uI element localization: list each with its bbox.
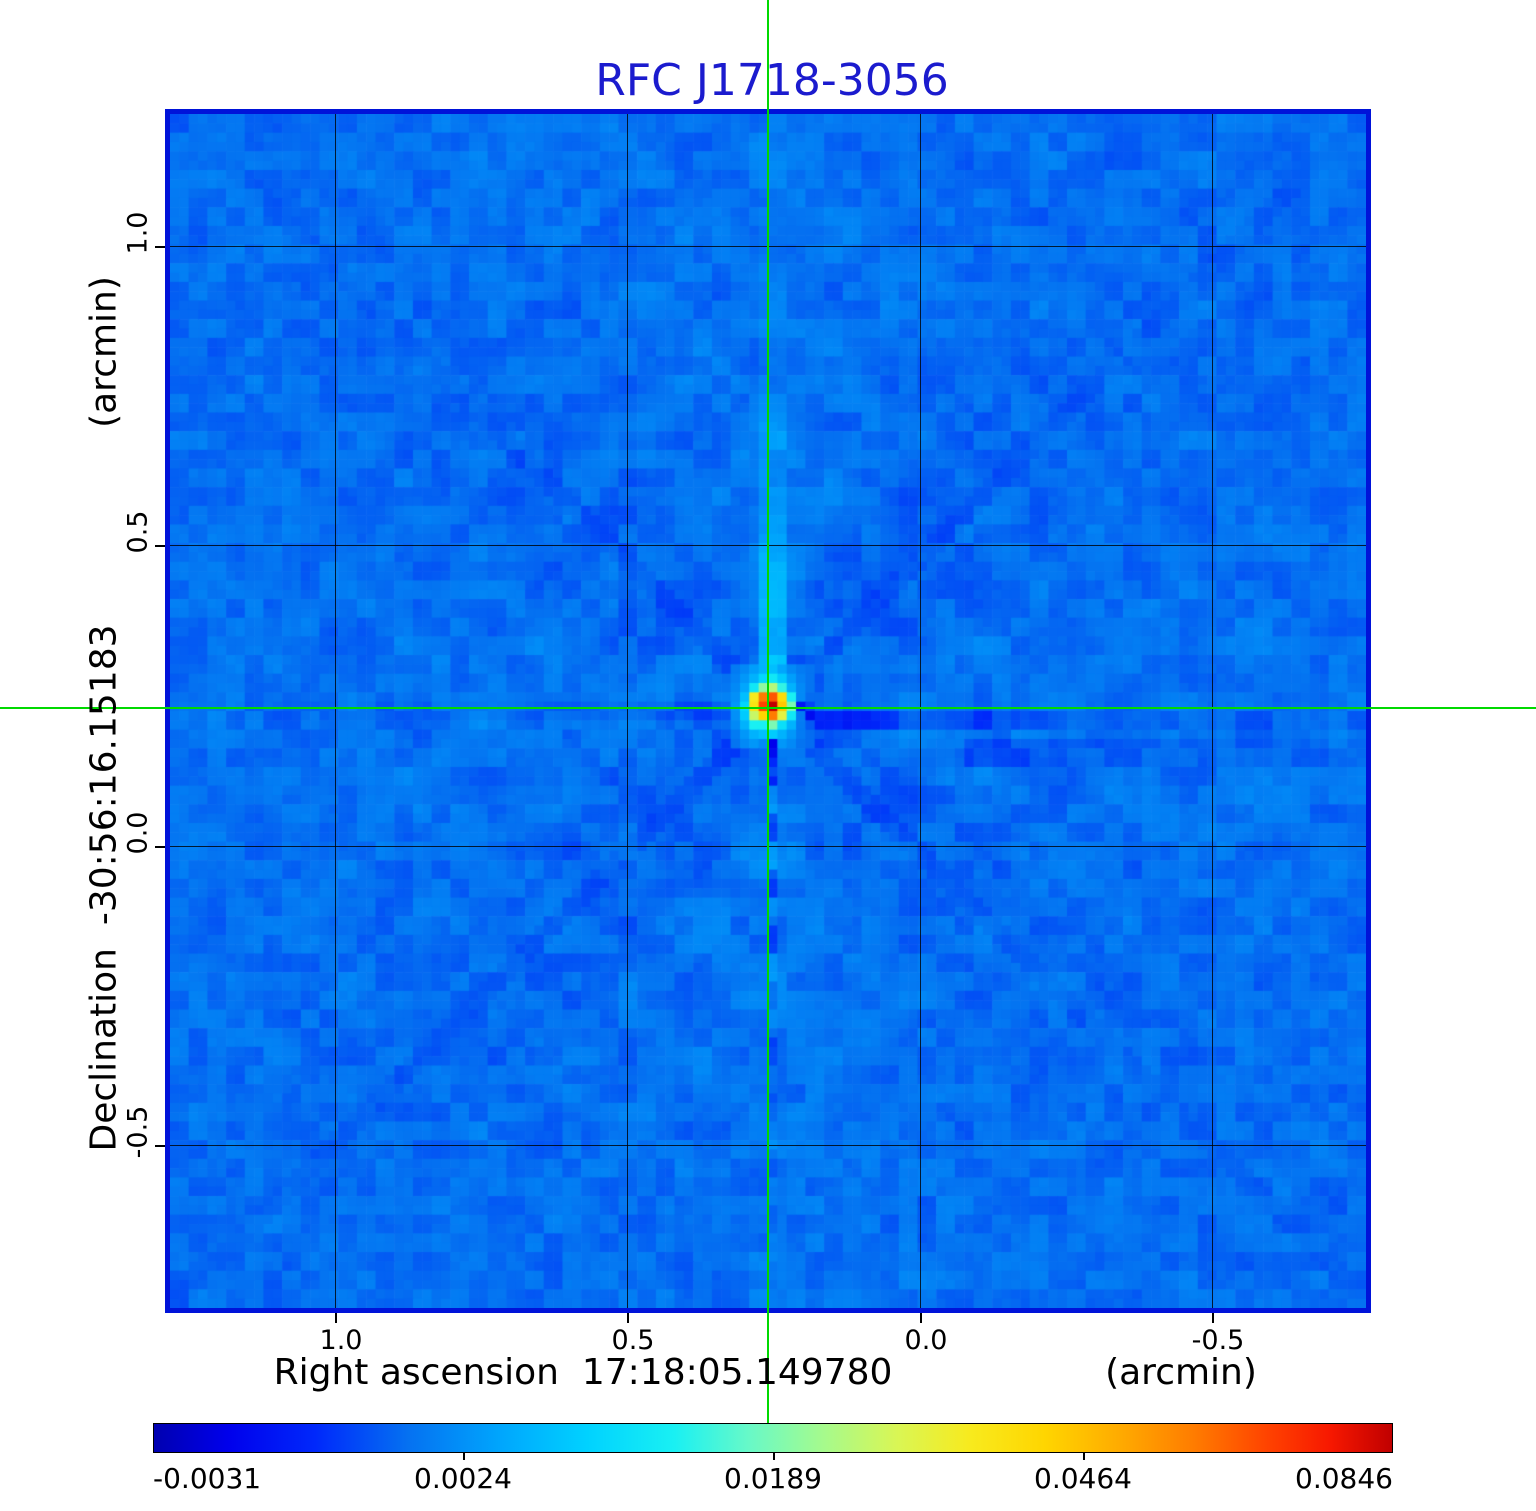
y-axis-unit-label: (arcmin) bbox=[83, 276, 125, 428]
x-tick-mark bbox=[627, 1313, 629, 1323]
colorbar-tick-label: 0.0189 bbox=[724, 1462, 822, 1495]
x-tick-mark bbox=[335, 1313, 337, 1323]
y-tick-label: 0.5 bbox=[122, 510, 154, 554]
y-axis-label: Declination -30:56:16.15183 bbox=[83, 624, 125, 1152]
colorbar-tick-label: 0.0846 bbox=[1295, 1462, 1393, 1495]
figure-title: RFC J1718-3056 bbox=[595, 55, 949, 106]
y-tick-mark bbox=[155, 246, 165, 248]
grid-line-vertical bbox=[920, 114, 921, 1308]
grid-line-vertical bbox=[1212, 114, 1213, 1308]
x-tick-mark bbox=[920, 1313, 922, 1323]
colorbar-tick-label: 0.0024 bbox=[414, 1462, 512, 1495]
y-tick-mark bbox=[155, 846, 165, 848]
grid-line-vertical bbox=[335, 114, 336, 1308]
crosshair-vertical-line bbox=[767, 0, 769, 1423]
colorbar-tick-label: 0.0464 bbox=[1034, 1462, 1132, 1495]
y-tick-mark bbox=[155, 1145, 165, 1147]
x-axis-label: Right ascension 17:18:05.149780 bbox=[273, 1352, 893, 1393]
x-tick-label: 1.0 bbox=[319, 1325, 363, 1356]
y-tick-label: 1.0 bbox=[122, 211, 154, 255]
colorbar-tick-mark bbox=[773, 1453, 775, 1460]
colorbar-tick-mark bbox=[1083, 1453, 1085, 1460]
colorbar-tick-label: -0.0031 bbox=[153, 1462, 262, 1495]
x-tick-label: 0.5 bbox=[611, 1325, 655, 1356]
x-tick-mark bbox=[1212, 1313, 1214, 1323]
y-tick-label: -0.5 bbox=[122, 1105, 154, 1159]
y-tick-mark bbox=[155, 545, 165, 547]
x-tick-label: -0.5 bbox=[1191, 1325, 1245, 1356]
grid-line-vertical bbox=[627, 114, 628, 1308]
colorbar bbox=[153, 1423, 1393, 1453]
y-tick-label: 0.0 bbox=[122, 811, 154, 855]
x-tick-label: 0.0 bbox=[904, 1325, 948, 1356]
colorbar-tick-mark bbox=[463, 1453, 465, 1460]
x-axis-unit-label: (arcmin) bbox=[1105, 1352, 1257, 1393]
